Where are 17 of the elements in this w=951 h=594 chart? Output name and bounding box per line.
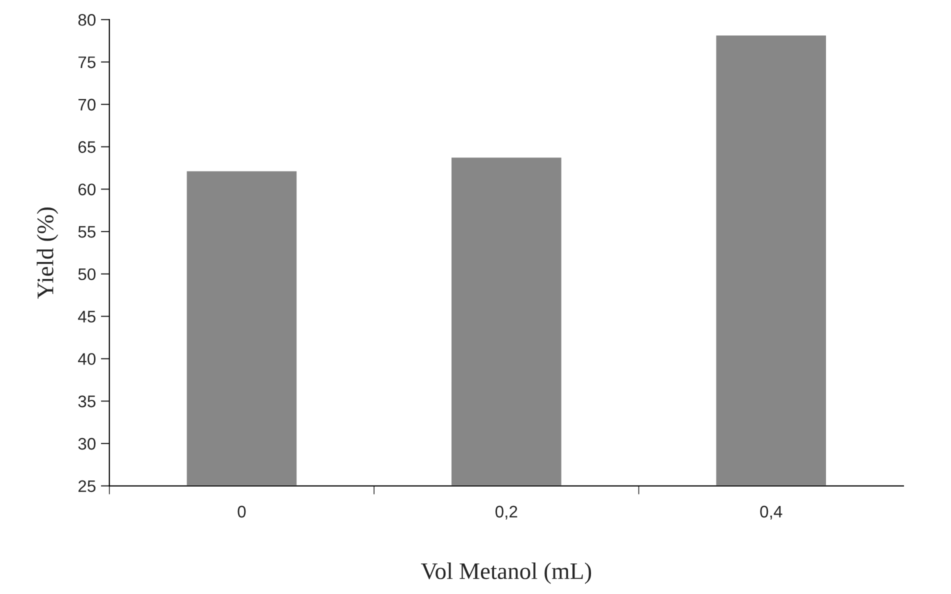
y-tick-label: 80 [78, 14, 96, 26]
y-tick-label: 55 [78, 226, 96, 238]
y-tick-label: 65 [78, 141, 96, 153]
x-tick-label: 0,2 [495, 506, 518, 520]
y-tick-label: 25 [78, 480, 96, 492]
y-tick-label: 60 [78, 184, 96, 196]
y-tick-label: 40 [78, 353, 96, 365]
y-tick-label: 35 [78, 396, 96, 408]
y-tick-label: 70 [78, 98, 96, 111]
y-tick-label: 45 [78, 310, 96, 323]
y-tick-label: 50 [78, 268, 96, 280]
y-tick-label: 30 [78, 438, 96, 450]
x-tick-label: 0 [238, 506, 246, 518]
y-tick-label: 75 [78, 56, 96, 68]
x-tick-label: 0,4 [760, 506, 782, 520]
y-axis-title: Yield (%) [36, 208, 58, 299]
x-axis-title: Vol Metanol (mL) [420, 562, 592, 584]
